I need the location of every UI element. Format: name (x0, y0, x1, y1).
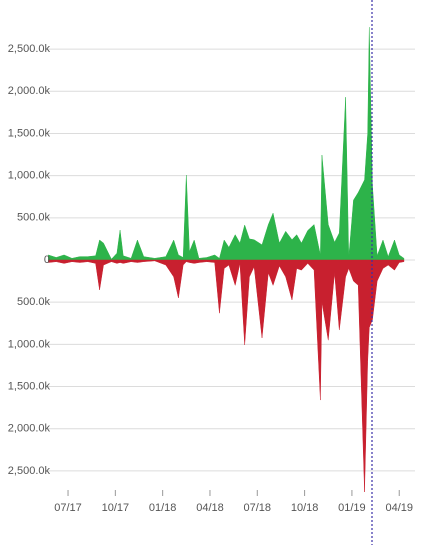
x-tick-label: 10/18 (291, 502, 319, 514)
area (48, 27, 405, 261)
x-tick-label: 01/18 (149, 502, 177, 514)
y-tick-label: 2,000.0k (8, 85, 51, 97)
y-tick-label: 2,000.0k (8, 423, 51, 435)
y-tick-label: 1,000.0k (8, 338, 51, 350)
x-tick-label: 04/18 (196, 502, 224, 514)
y-tick-label: 2,500.0k (8, 43, 51, 55)
y-tick-label: 1,500.0k (8, 127, 51, 139)
x-tick-label: 07/18 (244, 502, 272, 514)
area (48, 259, 405, 493)
y-tick-label: 1,500.0k (8, 380, 51, 392)
y-tick-label: 500.0k (17, 296, 51, 308)
x-tick-label: 01/19 (338, 502, 366, 514)
y-tick-label: 1,000.0k (8, 170, 51, 182)
axes: 2,500.0k 2,000.0k 1,500.0k 1,000.0k 500.0k 0 5… (8, 43, 413, 514)
areas (48, 27, 405, 493)
y-tick-label: 0 (44, 254, 50, 266)
x-tick-label: 10/17 (102, 502, 130, 514)
y-tick-label: 500.0k (17, 212, 51, 224)
x-tick-label: 04/19 (385, 502, 413, 514)
x-tick-label: 07/17 (54, 502, 82, 514)
y-tick-label: 2,500.0k (8, 465, 51, 477)
